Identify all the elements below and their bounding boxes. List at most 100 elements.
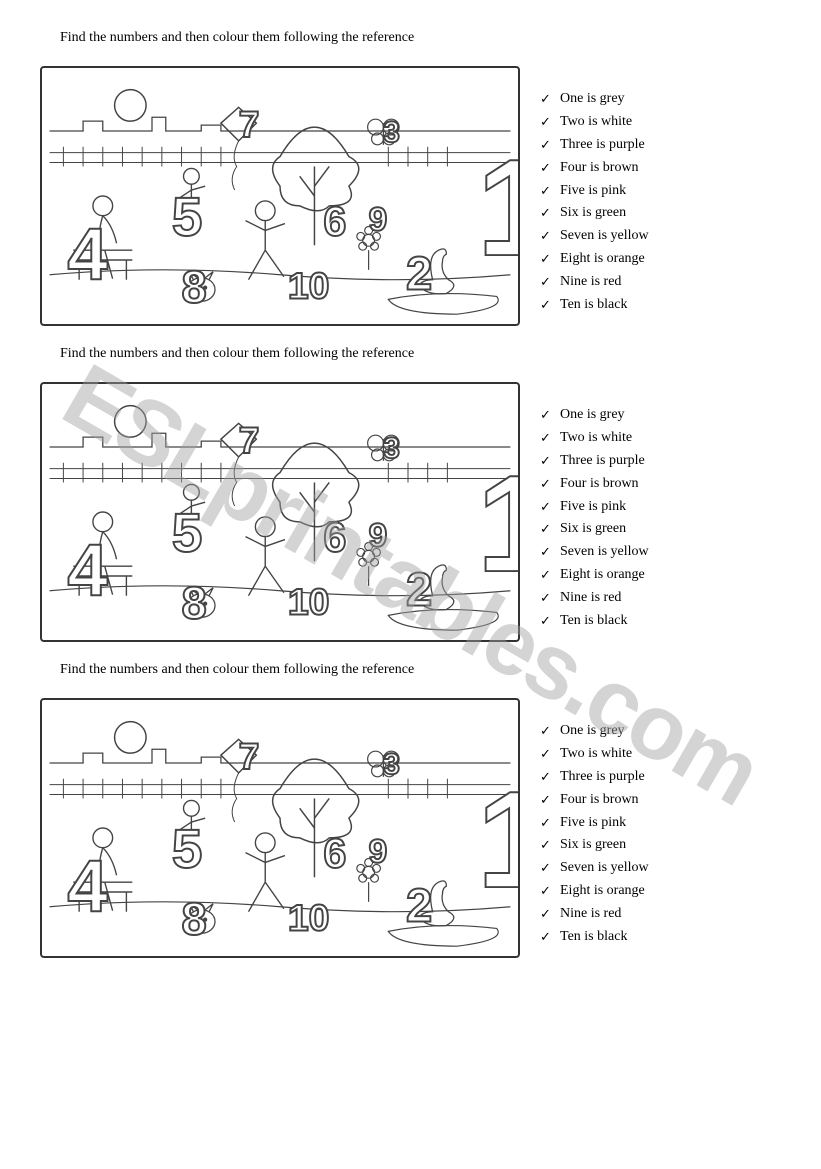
reference-item: Three is purple [540,452,649,471]
svg-text:6: 6 [323,514,346,560]
reference-item: Two is white [540,745,649,764]
svg-text:10: 10 [288,896,330,938]
reference-label: Six is green [560,205,626,220]
reference-label: Three is purple [560,769,645,784]
svg-text:1: 1 [477,447,518,601]
reference-label: One is grey [560,407,625,422]
svg-text:5: 5 [172,501,203,563]
reference-item: Five is pink [540,498,649,517]
reference-item: Ten is black [540,296,649,315]
park-illustration: 4 5 7 8 10 6 9 3 2 1 [40,66,520,326]
park-svg: 4 5 7 8 10 6 9 3 2 1 [42,700,518,956]
svg-text:1: 1 [477,131,518,285]
color-reference-list: One is grey Two is white Three is purple… [540,382,649,635]
worksheet-section: Find the numbers and then colour them fo… [40,346,781,642]
reference-label: Two is white [560,746,632,761]
svg-text:8: 8 [182,261,207,312]
park-illustration: 4 5 7 8 10 6 9 3 2 1 [40,382,520,642]
reference-label: Four is brown [560,476,639,491]
reference-label: Four is brown [560,792,639,807]
reference-label: Seven is yellow [560,860,649,875]
svg-text:3: 3 [383,432,399,465]
reference-item: Four is brown [540,475,649,494]
svg-text:10: 10 [288,264,330,306]
reference-item: Ten is black [540,612,649,631]
svg-text:8: 8 [182,577,207,628]
reference-item: Three is purple [540,768,649,787]
content-row: 4 5 7 8 10 6 9 3 2 1 One is grey Two is … [40,698,781,958]
content-row: 4 5 7 8 10 6 9 3 2 1 One is grey Two is … [40,66,781,326]
svg-text:7: 7 [239,103,260,145]
reference-item: Two is white [540,113,649,132]
worksheet-section: Find the numbers and then colour them fo… [40,30,781,326]
reference-item: Eight is orange [540,566,649,585]
reference-item: One is grey [540,90,649,109]
svg-text:7: 7 [239,419,260,461]
reference-item: Two is white [540,429,649,448]
svg-text:3: 3 [383,116,399,149]
svg-text:4: 4 [67,847,108,928]
reference-label: Three is purple [560,137,645,152]
svg-text:10: 10 [288,580,330,622]
reference-item: Nine is red [540,905,649,924]
reference-label: Eight is orange [560,251,645,266]
reference-label: Eight is orange [560,883,645,898]
svg-text:8: 8 [182,893,207,944]
reference-label: One is grey [560,723,625,738]
reference-item: Three is purple [540,136,649,155]
reference-item: Seven is yellow [540,227,649,246]
worksheet-section: Find the numbers and then colour them fo… [40,662,781,958]
svg-text:9: 9 [369,833,388,870]
reference-item: Eight is orange [540,250,649,269]
instruction-text: Find the numbers and then colour them fo… [60,662,781,678]
reference-item: One is grey [540,406,649,425]
reference-item: Ten is black [540,928,649,947]
svg-text:2: 2 [406,564,432,617]
reference-label: Three is purple [560,453,645,468]
svg-text:1: 1 [477,763,518,917]
reference-label: Five is pink [560,815,626,830]
svg-text:7: 7 [239,735,260,777]
reference-item: Six is green [540,520,649,539]
reference-item: Four is brown [540,791,649,810]
park-svg: 4 5 7 8 10 6 9 3 2 1 [42,384,518,640]
reference-item: Six is green [540,204,649,223]
reference-label: Nine is red [560,906,621,921]
reference-label: Seven is yellow [560,544,649,559]
reference-item: One is grey [540,722,649,741]
reference-label: Five is pink [560,183,626,198]
svg-text:2: 2 [406,880,432,933]
reference-label: Ten is black [560,929,627,944]
svg-text:5: 5 [172,817,203,879]
reference-item: Nine is red [540,589,649,608]
reference-item: Eight is orange [540,882,649,901]
reference-label: Nine is red [560,590,621,605]
reference-item: Seven is yellow [540,543,649,562]
svg-text:3: 3 [383,748,399,781]
svg-text:9: 9 [369,201,388,238]
reference-label: Ten is black [560,297,627,312]
svg-text:4: 4 [67,531,108,612]
svg-text:2: 2 [406,248,432,301]
instruction-text: Find the numbers and then colour them fo… [60,346,781,362]
reference-label: Eight is orange [560,567,645,582]
reference-label: Seven is yellow [560,228,649,243]
svg-text:6: 6 [323,830,346,876]
reference-label: Two is white [560,114,632,129]
color-reference-list: One is grey Two is white Three is purple… [540,698,649,951]
reference-item: Five is pink [540,182,649,201]
reference-item: Five is pink [540,814,649,833]
svg-text:6: 6 [323,198,346,244]
reference-label: Nine is red [560,274,621,289]
reference-label: Ten is black [560,613,627,628]
reference-label: Five is pink [560,499,626,514]
svg-text:5: 5 [172,185,203,247]
instruction-text: Find the numbers and then colour them fo… [60,30,781,46]
svg-text:9: 9 [369,517,388,554]
reference-label: Six is green [560,837,626,852]
svg-text:4: 4 [67,215,108,296]
reference-item: Nine is red [540,273,649,292]
reference-label: Four is brown [560,160,639,175]
color-reference-list: One is grey Two is white Three is purple… [540,66,649,319]
content-row: 4 5 7 8 10 6 9 3 2 1 One is grey Two is … [40,382,781,642]
